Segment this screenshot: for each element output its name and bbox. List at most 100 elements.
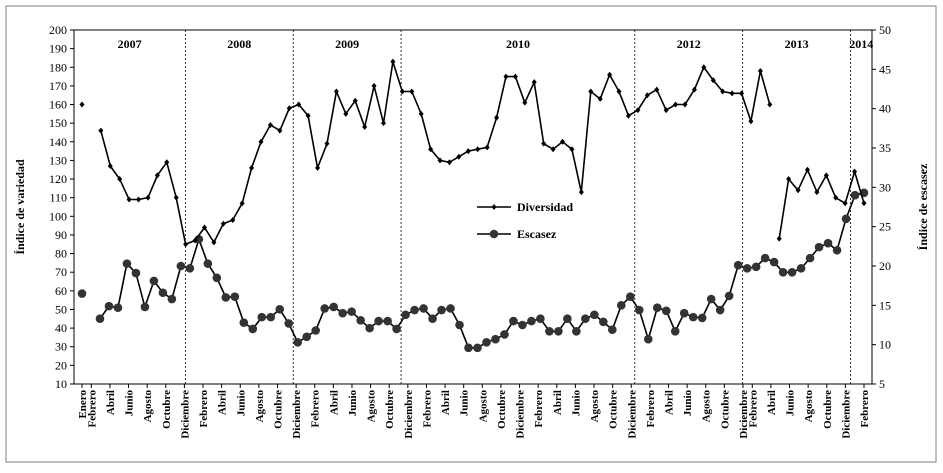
- data-point-diversidad: [399, 88, 405, 95]
- left-tick-label: 100: [49, 209, 67, 223]
- series-line-diversidad: [100, 61, 771, 246]
- data-point-diversidad: [145, 194, 151, 201]
- x-tick-label: Junio: [235, 390, 247, 417]
- data-point-diversidad: [560, 138, 566, 145]
- left-tick-label: 120: [49, 172, 67, 186]
- left-tick-label: 180: [49, 60, 67, 74]
- data-point-diversidad: [512, 73, 518, 80]
- data-point-escasez: [266, 312, 276, 322]
- data-point-diversidad: [126, 196, 132, 203]
- data-point-diversidad: [729, 90, 735, 97]
- data-point-escasez: [599, 317, 608, 327]
- data-point-diversidad: [795, 187, 801, 194]
- data-point-escasez: [778, 267, 788, 277]
- data-point-diversidad: [277, 127, 283, 134]
- data-point-diversidad: [804, 166, 810, 173]
- data-point-diversidad: [465, 148, 471, 155]
- data-point-escasez: [437, 305, 446, 315]
- data-point-escasez: [329, 302, 338, 312]
- data-point-escasez: [167, 294, 177, 304]
- series-diversidad: [79, 58, 867, 248]
- data-point-escasez: [509, 316, 518, 326]
- x-tick-label: Diciembre: [179, 390, 191, 439]
- year-label: 2007: [118, 37, 142, 51]
- data-point-escasez: [149, 276, 159, 286]
- x-tick-label: Abril: [328, 390, 340, 415]
- data-point-escasez: [724, 291, 734, 301]
- data-point-diversidad: [428, 146, 434, 153]
- data-point-escasez: [742, 264, 752, 273]
- data-point-escasez: [374, 316, 383, 326]
- legend-marker-diversidad: [491, 204, 497, 210]
- x-tick-label: Agosto: [803, 390, 815, 423]
- data-point-diversidad: [154, 172, 160, 179]
- data-point-diversidad: [258, 138, 264, 145]
- left-tick-label: 130: [49, 153, 67, 167]
- data-point-escasez: [104, 301, 114, 311]
- data-point-escasez: [590, 310, 599, 320]
- x-tick-label: Diciembre: [738, 390, 750, 439]
- year-label: 2013: [785, 37, 809, 51]
- x-tick-label: Enero: [77, 390, 89, 419]
- data-point-escasez: [625, 292, 635, 301]
- x-tick-label: Octubre: [719, 390, 731, 429]
- data-point-escasez: [428, 314, 437, 324]
- right-tick-label: 40: [879, 102, 891, 116]
- data-point-diversidad: [475, 146, 481, 153]
- x-tick-label: Octubre: [608, 390, 620, 429]
- data-point-escasez: [446, 304, 455, 313]
- right-tick-label: 5: [879, 377, 885, 391]
- x-tick-label: Agosto: [254, 390, 266, 423]
- year-labels: 2007 2008 2009 2010 2012 2013 2014: [118, 37, 874, 51]
- legend-label-diversidad: Diversidad: [517, 200, 573, 214]
- data-point-escasez: [500, 330, 509, 339]
- year-label: 2009: [335, 37, 359, 51]
- data-point-diversidad: [343, 110, 349, 117]
- data-point-diversidad: [249, 164, 255, 171]
- x-tick-label: Diciembre: [291, 390, 303, 439]
- data-point-escasez: [230, 292, 240, 301]
- data-point-escasez: [320, 304, 329, 313]
- data-point-diversidad: [852, 168, 858, 175]
- x-tick-label: Febrero: [533, 390, 545, 428]
- x-tick-label: Abril: [440, 390, 452, 415]
- x-tick-label: Diciembre: [515, 390, 527, 439]
- x-tick-label: Octubre: [161, 390, 173, 429]
- year-label: 2010: [506, 37, 530, 51]
- x-tick-label: Junio: [682, 390, 694, 417]
- data-point-escasez: [383, 316, 392, 326]
- data-point-diversidad: [635, 107, 641, 114]
- left-tick-label: 190: [49, 42, 67, 56]
- data-point-escasez: [491, 334, 500, 344]
- right-tick-label: 30: [879, 180, 891, 194]
- data-point-diversidad: [107, 163, 113, 170]
- data-point-escasez: [275, 304, 285, 314]
- data-point-diversidad: [654, 86, 660, 93]
- data-point-diversidad: [333, 88, 339, 95]
- data-point-escasez: [113, 303, 123, 312]
- data-point-escasez: [643, 334, 653, 344]
- series-line-diversidad: [778, 167, 865, 239]
- right-tick-label: 50: [879, 23, 891, 37]
- data-point-diversidad: [494, 114, 500, 121]
- y-axis-title-right: Índice de escasez: [916, 163, 930, 250]
- data-point-escasez: [554, 326, 563, 336]
- data-point-escasez: [760, 253, 770, 263]
- data-point-escasez: [239, 318, 249, 327]
- data-point-escasez: [248, 324, 258, 334]
- x-tick-label: Abril: [766, 390, 778, 415]
- data-point-escasez: [608, 325, 617, 335]
- data-point-escasez: [545, 326, 554, 336]
- data-point-diversidad: [616, 88, 622, 95]
- series-escasez: [77, 188, 869, 353]
- data-point-escasez: [77, 289, 87, 298]
- data-point-escasez: [563, 314, 572, 324]
- right-tick-label: 25: [879, 220, 891, 234]
- data-point-diversidad: [201, 224, 207, 231]
- data-point-escasez: [518, 320, 527, 330]
- x-tick-label: Diciembre: [626, 390, 638, 439]
- data-point-escasez: [257, 312, 267, 322]
- data-point-diversidad: [164, 159, 170, 166]
- right-tick-label: 45: [879, 62, 891, 76]
- data-point-escasez: [347, 307, 356, 316]
